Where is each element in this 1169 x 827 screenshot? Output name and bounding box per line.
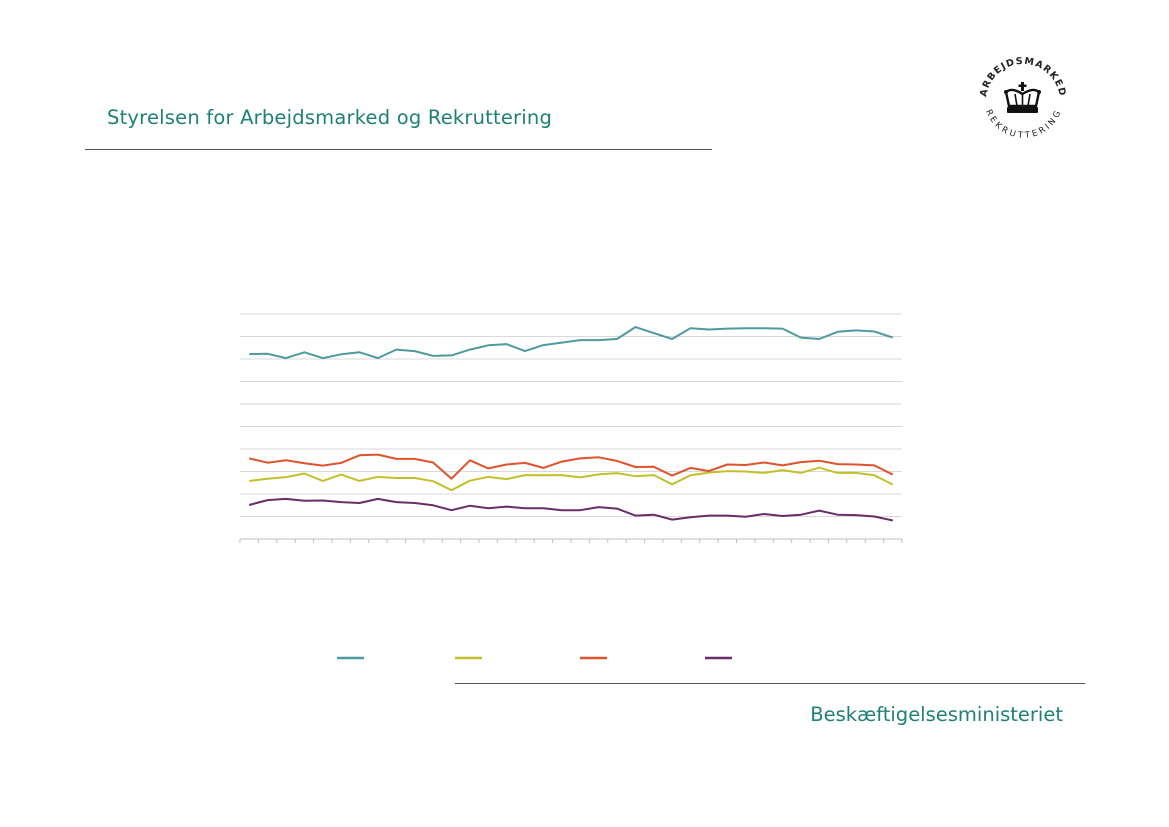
header-divider: [85, 149, 712, 150]
footer-title: Beskæftigelsesministeriet: [810, 703, 1063, 726]
header-title: Styrelsen for Arbejdsmarked og Rekrutter…: [107, 106, 553, 129]
series-line-3: [248, 453, 894, 480]
footer-divider: [455, 683, 1085, 684]
royal-crown-icon: [1004, 82, 1041, 113]
series-line-2: [249, 466, 894, 492]
series-line-4: [248, 497, 894, 522]
agency-logo: ARBEJDSMARKED REKRUTTERING: [978, 56, 1067, 141]
series-line-1: [249, 326, 894, 360]
